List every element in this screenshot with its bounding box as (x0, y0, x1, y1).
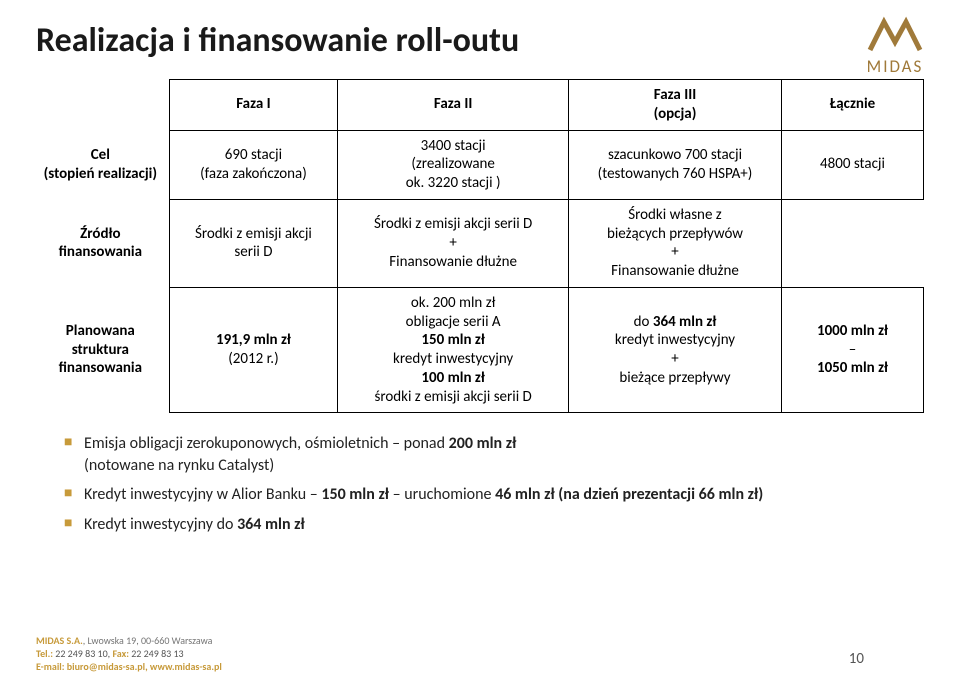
col-phase1: Faza I (169, 80, 338, 131)
structure-phase3: do do 364 mln zł364 mln zł kredyt inwest… (569, 287, 782, 413)
footer: MIDAS S.A., Lwowska 19, 00-660 Warszawa … (36, 634, 924, 673)
row-goal: Cel (stopień realizacji) 690 stacji (faz… (36, 130, 924, 199)
logo-text: MIDAS (866, 56, 924, 77)
goal-phase1: 690 stacji (faza zakończona) (169, 130, 338, 199)
bullet-2: Kredyt inwestycyjny w Alior Banku – 150 … (64, 484, 924, 506)
col-phase3: Faza III (opcja) (569, 80, 782, 131)
col-total: Łącznie (782, 80, 924, 131)
table-header-row: Faza I Faza II Faza III (opcja) Łącznie (36, 80, 924, 131)
source-phase2: Środki z emisji akcji serii D + Finansow… (338, 199, 569, 287)
goal-phase2: 3400 stacji (zrealizowane ok. 3220 stacj… (338, 130, 569, 199)
bullet-1: Emisja obligacji zerokuponowych, ośmiole… (64, 433, 924, 476)
structure-phase2: ok. 200 mln zł obligacje serii A 150 mln… (338, 287, 569, 413)
row-source: Źródło finansowania Środki z emisji akcj… (36, 199, 924, 287)
goal-total: 4800 stacji (782, 130, 924, 199)
footer-address: , Lwowska 19, 00-660 Warszawa (83, 634, 213, 647)
footer-left: MIDAS S.A., Lwowska 19, 00-660 Warszawa … (36, 634, 222, 673)
footer-fax-label: Fax: (112, 647, 129, 660)
structure-phase1: 191,9 mln zł (2012 r.) (169, 287, 338, 413)
col-phase2: Faza II (338, 80, 569, 131)
source-phase3: Środki własne z bieżących przepływów + F… (569, 199, 782, 287)
bullet-3: Kredyt inwestycyjny do 364 mln zł (64, 514, 924, 536)
logo: MIDAS (866, 14, 924, 77)
source-total (782, 199, 924, 287)
source-phase1: Środki z emisji akcji serii D (169, 199, 338, 287)
footer-contact: E-mail: biuro@midas-sa.pl, www.midas-sa.… (36, 660, 222, 673)
footer-tel-label: Tel.: (36, 647, 53, 660)
financing-table: Faza I Faza II Faza III (opcja) Łącznie … (36, 79, 924, 413)
goal-phase3: szacunkowo 700 stacji (testowanych 760 H… (569, 130, 782, 199)
structure-total: 1000 mln zł – 1050 mln zł (782, 287, 924, 413)
page-number: 10 (849, 650, 864, 670)
footer-company: MIDAS S.A. (36, 634, 83, 647)
slide-title: Realizacja i finansowanie roll-outu (36, 20, 924, 61)
logo-icon (866, 14, 924, 54)
bullet-list: Emisja obligacji zerokuponowych, ośmiole… (36, 433, 924, 535)
row-structure: Planowana struktura finansowania 191,9 m… (36, 287, 924, 413)
